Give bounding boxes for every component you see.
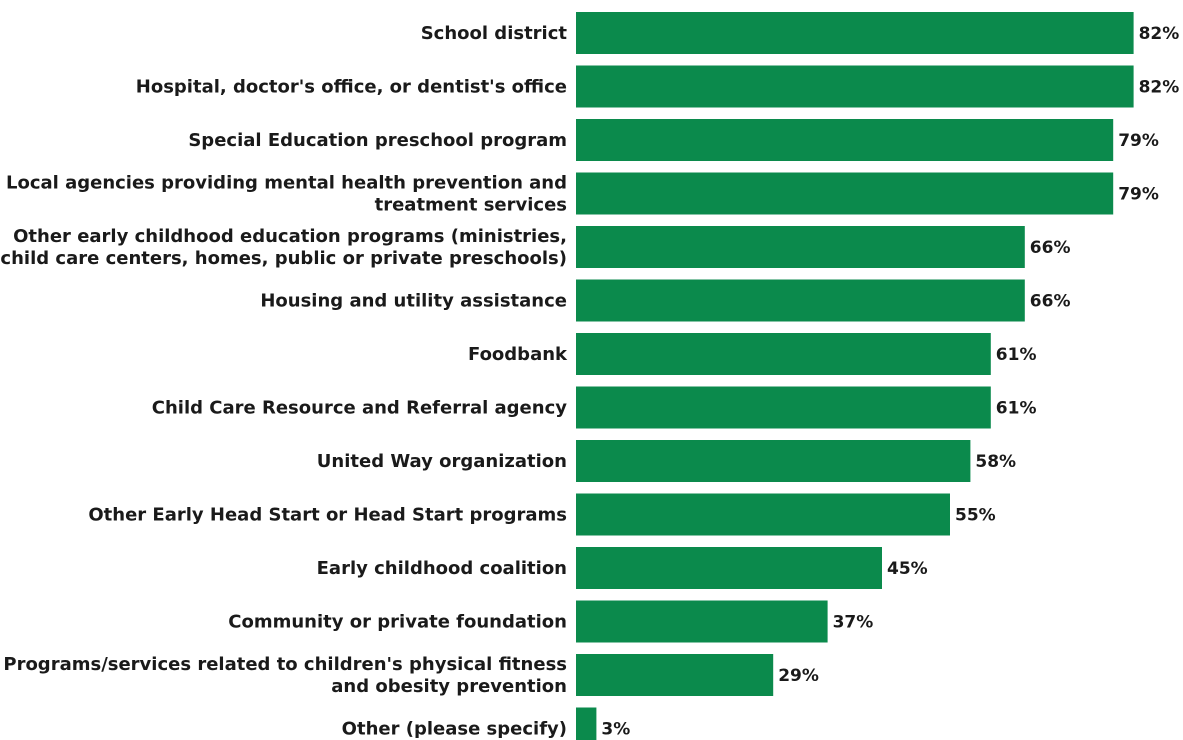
value-label: 61% — [996, 399, 1037, 419]
bar — [576, 279, 1025, 322]
category-label: Local agencies providing mental health p… — [6, 173, 567, 216]
category-label: Hospital, doctor's office, or dentist's … — [136, 77, 567, 98]
value-label: 29% — [778, 666, 819, 686]
category-label: Housing and utility assistance — [260, 291, 567, 312]
category-label: Other (please specify) — [342, 719, 567, 740]
value-label: 82% — [1139, 24, 1180, 44]
bar — [576, 440, 971, 482]
bars — [576, 12, 1134, 740]
bar — [576, 493, 950, 536]
value-label: 61% — [996, 345, 1037, 365]
category-label: Special Education preschool program — [188, 130, 567, 151]
category-label: Other Early Head Start or Head Start pro… — [88, 505, 567, 526]
category-label: Early childhood coalition — [317, 558, 567, 579]
value-label: 82% — [1139, 78, 1180, 98]
value-label: 79% — [1118, 185, 1159, 205]
value-label: 55% — [955, 506, 996, 526]
value-label: 58% — [975, 452, 1016, 472]
bar — [576, 386, 991, 429]
bar — [576, 226, 1025, 268]
value-label: 45% — [887, 559, 928, 579]
category-labels: School district Hospital, doctor's office… — [0, 23, 568, 740]
bar — [576, 172, 1114, 215]
bar — [576, 333, 991, 375]
bar — [576, 600, 828, 643]
category-label: Community or private foundation — [228, 612, 567, 633]
value-label: 66% — [1030, 238, 1071, 258]
bar — [576, 65, 1134, 108]
bar — [576, 654, 774, 696]
category-label: Foodbank — [468, 344, 568, 365]
bar — [576, 547, 882, 589]
bar — [576, 12, 1134, 54]
value-label: 79% — [1118, 131, 1159, 151]
value-label: 66% — [1030, 292, 1071, 312]
category-label: Other early childhood education programs… — [0, 226, 567, 269]
category-label: Programs/services related to children's … — [3, 654, 567, 697]
value-label: 3% — [601, 720, 630, 740]
category-label: United Way organization — [317, 451, 567, 472]
value-label: 37% — [833, 613, 874, 633]
bar — [576, 707, 597, 740]
category-label: School district — [421, 23, 568, 44]
value-labels: 82% 82% 79% 79% 66% 66% 61% 61% 58% 55% 45% 37% 29% 3… — [601, 24, 1179, 740]
category-label: Child Care Resource and Referral agency — [152, 398, 567, 419]
bar — [576, 119, 1114, 161]
